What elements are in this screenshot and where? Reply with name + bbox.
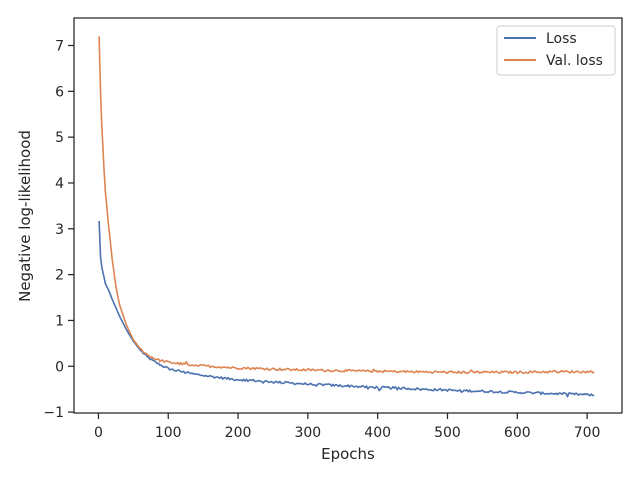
x-axis-label: Epochs — [321, 445, 375, 463]
y-tick-label: 6 — [55, 84, 64, 100]
x-tick-label: 0 — [94, 425, 103, 441]
legend-label-val-loss: Val. loss — [546, 53, 603, 69]
y-tick-label: 3 — [55, 222, 64, 238]
x-tick-label: 300 — [294, 425, 321, 441]
x-tick-label: 100 — [155, 425, 182, 441]
x-tick-label: 600 — [504, 425, 531, 441]
x-tick-label: 500 — [434, 425, 461, 441]
plot-frame — [73, 17, 623, 414]
x-tick-label: 200 — [225, 425, 252, 441]
y-tick-label: 2 — [55, 268, 64, 284]
plot-lines — [98, 36, 595, 398]
y-tick-label: 4 — [55, 176, 64, 192]
legend: Loss Val. loss — [496, 25, 616, 76]
x-axis: 0 100 200 300 400 500 600 700 — [94, 413, 600, 441]
y-tick-label: 0 — [55, 359, 64, 375]
y-tick-label: −1 — [43, 405, 64, 421]
y-axis-label: Negative log-likelihood — [16, 130, 34, 302]
y-tick-label: 1 — [55, 313, 64, 329]
series-line-val-loss — [98, 36, 595, 375]
y-tick-label: 7 — [55, 38, 64, 54]
y-tick-label: 5 — [55, 130, 64, 146]
x-tick-label: 400 — [364, 425, 391, 441]
series-line-loss — [98, 220, 595, 398]
legend-label-loss: Loss — [546, 31, 577, 47]
y-axis: −1 0 1 2 3 4 5 6 7 — [43, 38, 74, 421]
x-tick-label: 700 — [574, 425, 601, 441]
